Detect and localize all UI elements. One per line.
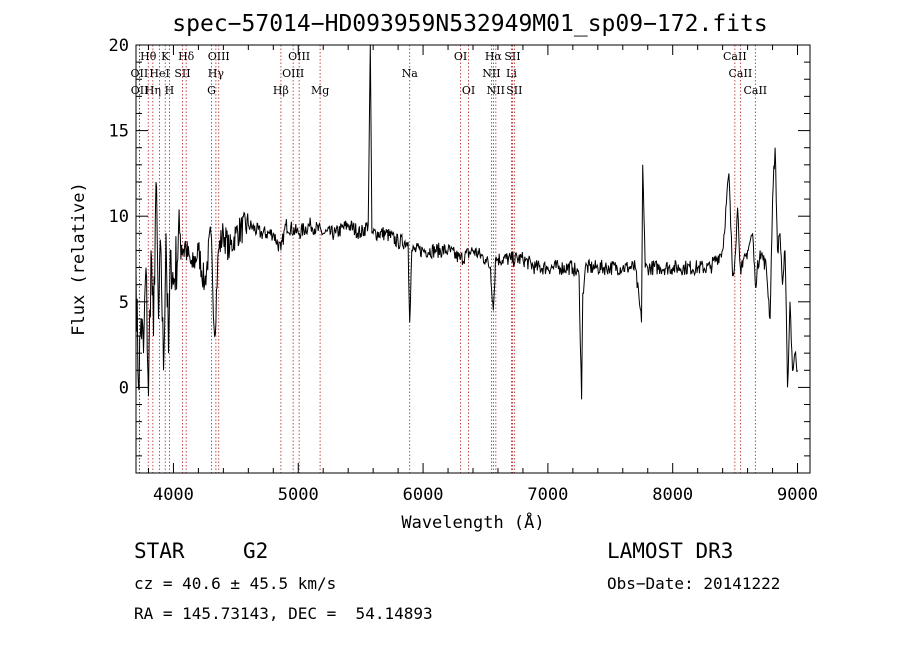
line-label-11: SII bbox=[174, 67, 190, 80]
line-label-26: SII bbox=[506, 84, 522, 97]
y-tick-label-4: 20 bbox=[109, 36, 129, 56]
line-label-3: OIII bbox=[208, 50, 230, 63]
line-label-24: OI bbox=[462, 84, 475, 97]
x-tick-label-4: 8000 bbox=[652, 485, 693, 505]
y-tick-label-1: 5 bbox=[119, 293, 129, 313]
line-label-19: Hη bbox=[145, 84, 161, 97]
redshift-text: cz = 40.6 ± 45.5 km/s bbox=[134, 574, 337, 593]
line-label-17: CaII bbox=[729, 67, 753, 80]
line-label-5: OI bbox=[454, 50, 467, 63]
x-tick-label-0: 4000 bbox=[153, 485, 194, 505]
line-label-2: Hδ bbox=[178, 50, 195, 63]
spectrum-series bbox=[135, 44, 798, 400]
y-tick-label-3: 15 bbox=[109, 122, 129, 142]
survey-name: LAMOST DR3 bbox=[607, 539, 734, 563]
line-label-20: H bbox=[165, 84, 175, 97]
x-tick-label-3: 7000 bbox=[527, 485, 568, 505]
line-label-6: Hα bbox=[485, 50, 503, 63]
line-label-25: NII bbox=[487, 84, 505, 97]
line-label-14: Na bbox=[402, 67, 419, 80]
line-label-1: K bbox=[161, 50, 170, 63]
y-axis-label: Flux (relative) bbox=[69, 182, 89, 336]
line-label-16: Li bbox=[506, 67, 517, 80]
line-label-12: Hγ bbox=[208, 67, 225, 80]
obs-date-text: Obs−Date: 20141222 bbox=[607, 574, 781, 593]
x-tick-label-5: 9000 bbox=[777, 485, 818, 505]
line-label-13: OIII bbox=[282, 67, 304, 80]
y-axis: 0 5 10 15 20 bbox=[109, 36, 810, 457]
y-tick-label-0: 0 bbox=[119, 378, 129, 398]
chart-title: spec−57014−HD093959N532949M01_sp09−172.f… bbox=[172, 11, 767, 37]
line-label-4: OIII bbox=[288, 50, 310, 63]
line-label-22: Hβ bbox=[273, 84, 289, 97]
line-label-21: G bbox=[207, 84, 216, 97]
y-tick-label-2: 10 bbox=[109, 207, 129, 227]
x-axis: 4000 5000 6000 7000 8000 9000 bbox=[147, 45, 818, 505]
x-axis-label: Wavelength (Å) bbox=[401, 511, 544, 533]
line-label-15: NII bbox=[482, 67, 500, 80]
line-markers bbox=[138, 45, 756, 473]
line-label-10: HeI bbox=[149, 67, 169, 80]
line-label-8: CaII bbox=[723, 50, 747, 63]
line-label-0: Hθ bbox=[140, 50, 157, 63]
line-label-27: CaII bbox=[743, 84, 767, 97]
line-label-7: SII bbox=[504, 50, 520, 63]
plot-frame bbox=[135, 44, 811, 474]
line-label-9: OII bbox=[131, 67, 149, 80]
x-tick-label-2: 6000 bbox=[403, 485, 444, 505]
line-label-23: Mg bbox=[311, 84, 329, 97]
x-tick-label-1: 5000 bbox=[278, 485, 319, 505]
object-subclass: G2 bbox=[243, 539, 269, 563]
line-label-18: OII bbox=[131, 84, 149, 97]
object-class: STAR bbox=[134, 539, 185, 563]
spectrum-line-0 bbox=[135, 44, 798, 400]
coordinates-text: RA = 145.73143, DEC = 54.14893 bbox=[134, 604, 433, 623]
